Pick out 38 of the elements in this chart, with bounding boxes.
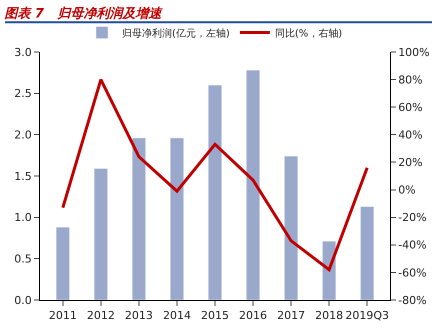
y2-tick-label: -20%	[398, 211, 427, 224]
bar	[208, 84, 222, 300]
x-tick-label: 2012	[86, 309, 115, 322]
x-tick-label: 2019Q3	[345, 309, 389, 322]
x-tick-label: 2018	[315, 309, 344, 322]
bar	[284, 156, 298, 300]
y2-tick-label: 40%	[398, 128, 423, 142]
y-tick-label: 3.0	[14, 46, 32, 59]
bar	[170, 138, 184, 300]
y2-tick-label: -60%	[398, 266, 427, 280]
y2-tick-label: 100%	[398, 46, 430, 59]
bar	[132, 138, 146, 300]
y-tick-label: 0.0	[14, 294, 32, 307]
x-tick-label: 2015	[201, 309, 229, 322]
bar	[94, 168, 108, 300]
x-tick-label: 2016	[239, 309, 268, 322]
bar	[360, 206, 374, 300]
x-tick-label: 2014	[162, 309, 191, 322]
y2-tick-label: 60%	[398, 100, 423, 114]
y-tick-label: 2.5	[14, 87, 32, 100]
bar	[246, 70, 260, 300]
y2-tick-label: 20%	[398, 156, 423, 170]
x-tick-label: 2011	[48, 309, 77, 322]
y-tick-label: 0.5	[14, 252, 32, 266]
x-tick-label: 2017	[277, 309, 306, 322]
chart-title: 图表 7 归母净利润及增速	[4, 5, 164, 22]
legend-label: 同比(%，右轴)	[274, 27, 342, 40]
y2-tick-label: -80%	[398, 294, 427, 307]
y2-tick-label: 80%	[398, 73, 423, 86]
x-tick-label: 2013	[124, 309, 153, 322]
legend-label: 归母净利润(亿元，左轴)	[122, 27, 230, 40]
y2-tick-label: -40%	[398, 238, 427, 252]
bar	[56, 227, 70, 300]
line-series	[61, 78, 369, 272]
y2-tick-label: 0%	[398, 184, 416, 197]
y-tick-label: 1.0	[14, 211, 32, 224]
y-tick-label: 2.0	[14, 128, 32, 142]
y-tick-label: 1.5	[14, 170, 32, 183]
